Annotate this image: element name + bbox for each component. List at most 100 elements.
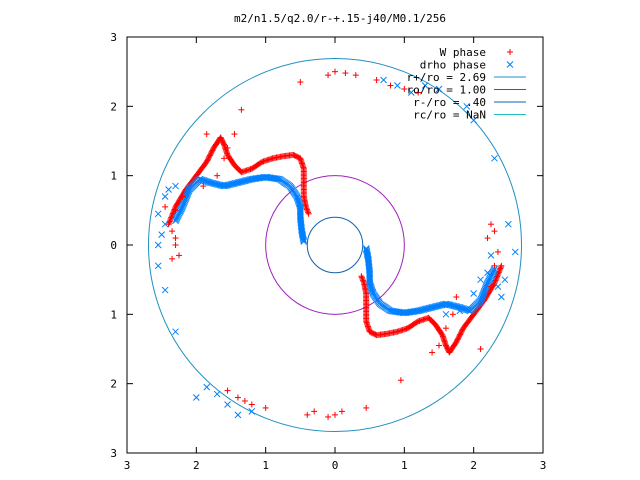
legend-label: drho phase	[420, 59, 486, 72]
w-phase-point	[429, 349, 436, 356]
w-phase-point	[203, 131, 210, 138]
w-phase-point	[363, 404, 370, 411]
legend-label: r-/ro = .40	[413, 96, 486, 109]
x-tick-label: 0	[332, 459, 339, 472]
w-phase-point	[488, 283, 494, 290]
w-phase-point	[360, 278, 367, 285]
drho-phase-point	[203, 383, 211, 391]
drho-phase-point	[158, 231, 166, 238]
w-phase-point	[305, 209, 312, 216]
w-phase-point	[477, 346, 484, 352]
data-points	[154, 68, 519, 420]
x-tick-label: 1	[401, 459, 408, 472]
w-phase-point	[495, 269, 502, 276]
legend-marker-plus	[507, 49, 513, 55]
w-phase-point	[168, 213, 175, 220]
drho-phase-point	[299, 235, 307, 243]
w-phase-point	[176, 252, 182, 259]
w-phase-point	[495, 270, 502, 277]
drho-phase-point	[470, 116, 478, 124]
w-phase-point	[491, 262, 498, 269]
w-phase-point	[459, 326, 466, 333]
w-phase-point	[494, 273, 501, 280]
w-phase-point	[167, 215, 174, 222]
drho-phase-point	[498, 293, 505, 301]
w-phase-point	[297, 79, 304, 86]
w-phase-point	[484, 235, 491, 242]
w-phase-point	[493, 276, 500, 283]
w-phase-point	[496, 266, 503, 273]
w-phase-point	[494, 248, 501, 255]
w-phase-point	[206, 153, 213, 160]
w-phase-point	[360, 277, 367, 284]
w-phase-point	[172, 207, 179, 214]
w-phase-point	[459, 327, 466, 334]
w-phase-point	[311, 408, 318, 415]
drho-phase-point	[300, 236, 307, 244]
drho-phase-point	[234, 411, 242, 419]
w-phase-point	[325, 72, 332, 79]
drho-phase-point	[484, 269, 491, 277]
w-phase-point	[214, 172, 221, 179]
w-phase-point	[168, 214, 175, 221]
legend-label: W phase	[440, 46, 486, 59]
legend-label: ro/ro = 1.00	[407, 84, 486, 97]
w-phase-point	[171, 206, 178, 213]
w-phase-point	[169, 255, 176, 262]
y-tick-label: 3	[110, 447, 117, 460]
circle-ro-ro	[265, 175, 405, 315]
drho-phase-point	[154, 241, 162, 249]
y-tick-label: 1	[110, 308, 117, 321]
circle-r-ro	[147, 57, 523, 433]
w-phase-point	[488, 221, 494, 228]
x-tick-label: 2	[470, 459, 477, 472]
w-phase-point	[498, 262, 505, 269]
w-phase-point	[241, 398, 248, 404]
w-phase-point	[305, 210, 312, 217]
w-phase-point	[302, 203, 309, 210]
w-phase-point	[493, 274, 500, 281]
drho-phase-point	[213, 390, 221, 398]
w-phase-point	[224, 387, 231, 394]
w-phase-point	[169, 210, 176, 217]
w-phase-point	[387, 82, 394, 89]
drho-phase-point	[192, 394, 200, 401]
drho-phase-point	[172, 182, 179, 190]
drho-phase-point	[363, 247, 371, 255]
drho-phase-point	[161, 220, 169, 228]
y-tick-label: 2	[110, 100, 117, 113]
w-phase-point	[167, 217, 174, 224]
y-tick-label: 2	[110, 378, 117, 391]
drho-phase-point	[154, 262, 162, 270]
w-phase-point	[200, 183, 207, 190]
w-phase-point	[492, 277, 499, 284]
drho-phase-point	[248, 408, 256, 415]
y-tick-label: 1	[110, 170, 117, 183]
w-phase-point	[458, 328, 465, 335]
w-phase-point	[453, 294, 460, 300]
drho-phase-point	[463, 102, 471, 110]
circle-r-ro	[306, 216, 364, 274]
drho-phase-point	[165, 186, 172, 193]
w-phase-point	[494, 272, 501, 279]
w-phase-point	[455, 334, 462, 341]
w-phase-point	[169, 211, 176, 218]
legend-marker-cross	[506, 61, 514, 68]
w-phase-point	[442, 325, 449, 332]
drho-phase-point	[172, 328, 179, 336]
drho-phase-point	[470, 290, 478, 297]
drho-phase-point	[494, 283, 502, 290]
w-phase-point	[207, 151, 214, 158]
w-phase-point	[457, 330, 464, 337]
w-phase-point	[496, 268, 503, 275]
w-phase-point	[436, 342, 442, 349]
w-phase-point	[262, 404, 269, 411]
w-phase-point	[209, 147, 216, 154]
drho-phase-point	[487, 252, 495, 259]
w-phase-point	[208, 149, 215, 156]
w-phase-point	[172, 235, 179, 242]
drho-phase-point	[501, 276, 509, 284]
w-phase-point	[208, 148, 215, 155]
